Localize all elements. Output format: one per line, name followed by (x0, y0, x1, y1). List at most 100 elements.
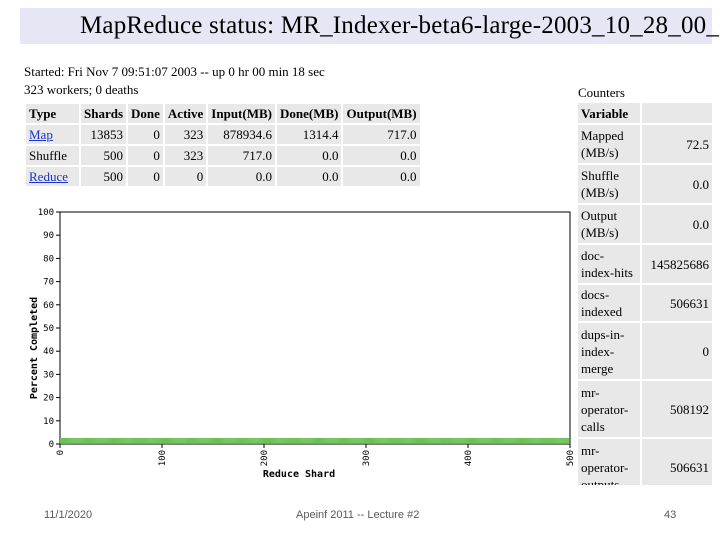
shard-bar (439, 438, 441, 444)
shard-bar (453, 438, 455, 444)
shard-bar (540, 438, 542, 444)
shard-bar (393, 438, 395, 444)
shard-bar (535, 438, 537, 444)
shard-bar (474, 438, 475, 444)
shard-bar (285, 438, 287, 444)
shard-bar (472, 438, 473, 444)
shard-bar (489, 438, 491, 444)
shard-bar (184, 438, 186, 444)
shard-bar (431, 438, 433, 444)
shard-bar (99, 438, 101, 444)
shard-bar (537, 438, 539, 444)
shard-bar (87, 438, 89, 444)
shard-bar (206, 438, 208, 444)
shard-bar (464, 438, 466, 444)
shard-bar (90, 438, 92, 444)
shard-bar (229, 438, 231, 444)
shard-bar (494, 438, 496, 444)
shard-bar (421, 438, 422, 444)
shard-bar (359, 438, 361, 444)
shard-bar (86, 438, 88, 444)
shard-bar (188, 438, 190, 444)
shard-bar (203, 438, 205, 444)
shard-bar (105, 438, 107, 444)
shard-bar (493, 438, 495, 444)
map-link[interactable]: Map (29, 127, 53, 142)
shard-bar (116, 438, 117, 444)
shard-bar (443, 438, 445, 444)
shard-bar (392, 438, 394, 444)
shard-bar (410, 438, 412, 444)
shard-bar (254, 438, 256, 444)
shard-bar (368, 438, 369, 444)
shard-bar (403, 438, 405, 444)
shard-bar (446, 438, 448, 444)
shard-bar (372, 438, 373, 444)
shard-bar (406, 438, 408, 444)
shard-bar (329, 438, 331, 444)
shard-bar (501, 438, 503, 444)
shard-bar (428, 438, 430, 444)
shard-bar (546, 438, 548, 444)
shard-bar (242, 438, 244, 444)
shard-bar (60, 438, 61, 444)
shard-bar (522, 438, 523, 444)
shard-bar (66, 438, 67, 444)
shard-bar (448, 438, 450, 444)
shard-bar (88, 438, 90, 444)
shard-bar (506, 438, 508, 444)
shard-bar (170, 438, 172, 444)
shard-bar (398, 438, 400, 444)
shard-bar (479, 438, 481, 444)
shard-bar (482, 438, 484, 444)
shard-bar (154, 438, 156, 444)
shard-bar (72, 438, 74, 444)
shard-bar (434, 438, 436, 444)
shard-bar (272, 438, 274, 444)
footer-date: 11/1/2020 (44, 509, 93, 521)
y-axis-ticks: 0 10 20 30 40 50 60 70 80 90 100 (38, 208, 60, 450)
done-mb-cell: 1314.4 (276, 125, 342, 144)
col-header-active: Active (164, 104, 207, 123)
shard-bar (104, 438, 106, 444)
shard-bar (317, 438, 318, 444)
shard-bar (79, 438, 81, 444)
shard-bar (290, 438, 292, 444)
shard-bar (380, 438, 382, 444)
shard-bar (146, 438, 148, 444)
shard-bar (94, 438, 96, 444)
shard-bar (524, 438, 525, 444)
shard-bar (244, 438, 246, 444)
shard-bar (544, 438, 546, 444)
shard-bar (115, 438, 116, 444)
shard-bar (117, 438, 118, 444)
shard-bar (268, 438, 269, 444)
counter-name: mr-operator-outputs (578, 439, 640, 485)
shard-bar (190, 438, 192, 444)
reduce-link[interactable]: Reduce (29, 169, 68, 184)
y-tick-label: 50 (43, 324, 54, 334)
shard-bar (284, 438, 286, 444)
shard-bar (440, 438, 442, 444)
shard-bar (433, 438, 435, 444)
shard-bar (252, 438, 254, 444)
shard-bar (306, 438, 308, 444)
shard-bar (250, 438, 252, 444)
shard-bar (121, 438, 123, 444)
shard-bar (361, 438, 363, 444)
shard-bar (316, 438, 317, 444)
shard-bar (420, 438, 421, 444)
shard-bar (407, 438, 409, 444)
shard-bar (270, 438, 271, 444)
shard-bar (82, 438, 84, 444)
shard-bar (301, 438, 303, 444)
x-tick-label: 0 (56, 450, 66, 455)
counter-name: Output (MB/s) (578, 205, 640, 243)
shard-bar (222, 438, 224, 444)
shard-bar (205, 438, 207, 444)
shard-bar (356, 438, 358, 444)
counter-row: doc-index-hits 145825686 (578, 245, 712, 283)
shard-bar (477, 438, 479, 444)
shard-bar (413, 438, 415, 444)
shard-bar (215, 438, 216, 444)
